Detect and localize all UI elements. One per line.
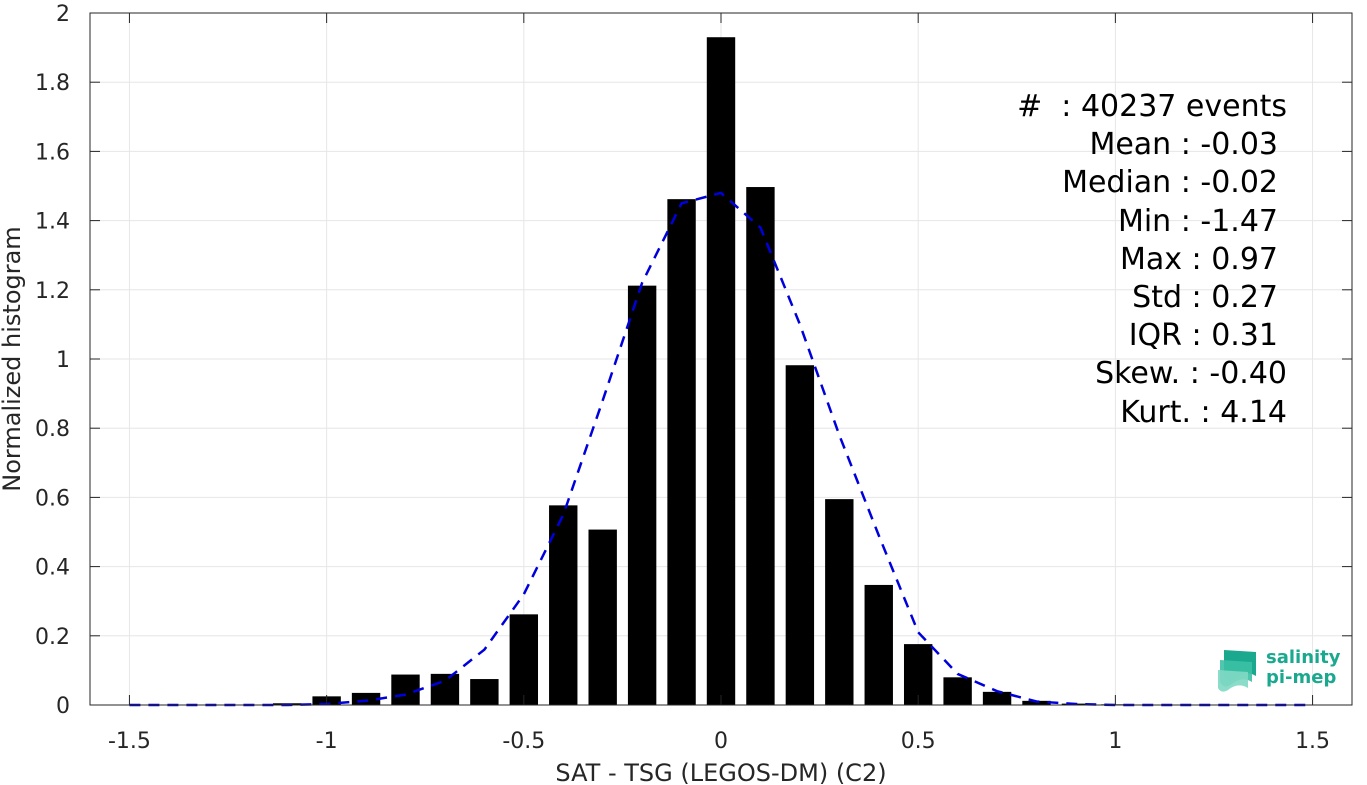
histogram-bar bbox=[549, 505, 578, 705]
stat-min: Min : -1.47 bbox=[1117, 203, 1278, 239]
histogram-bar bbox=[391, 674, 420, 705]
y-tick-labels: 0 0.2 0.4 0.6 0.8 1 1.2 1.4 1.6 1.8 2 bbox=[35, 2, 70, 719]
histogram-bar bbox=[746, 187, 775, 706]
histogram-bar bbox=[785, 365, 815, 705]
stat-std: Std : 0.27 bbox=[1132, 280, 1278, 316]
x-tick-label: 0 bbox=[714, 729, 728, 754]
y-tick-label: 1.8 bbox=[35, 71, 70, 96]
histogram-bar bbox=[864, 584, 893, 705]
x-tick-labels: -1.5 -1 -0.5 0 0.5 1 1.5 bbox=[108, 729, 1330, 754]
y-axis-title: Normalized histogram bbox=[0, 226, 26, 491]
stat-kurt: Kurt. : 4.14 bbox=[1120, 394, 1287, 430]
histogram-bar bbox=[706, 37, 736, 706]
stat-max: Max : 0.97 bbox=[1120, 241, 1278, 277]
x-tick-label: -0.5 bbox=[502, 729, 545, 754]
histogram-bar bbox=[351, 692, 381, 705]
histogram-bar bbox=[1022, 700, 1051, 705]
y-tick-label: 1.2 bbox=[35, 279, 70, 304]
x-tick-label: -1.5 bbox=[108, 729, 151, 754]
y-tick-label: 0 bbox=[56, 694, 70, 719]
histogram-bar bbox=[627, 285, 657, 705]
logo-line-2: pi-mep bbox=[1266, 667, 1337, 688]
histogram-bar bbox=[903, 644, 933, 705]
histogram-bar bbox=[825, 499, 854, 705]
y-tick-label: 0.4 bbox=[35, 556, 70, 581]
y-tick-label: 0.6 bbox=[35, 486, 70, 511]
histogram-bar bbox=[588, 529, 617, 705]
x-tick-label: 0.5 bbox=[901, 729, 936, 754]
y-tick-label: 1.4 bbox=[35, 210, 70, 235]
salinity-pi-mep-logo: salinity pi-mep bbox=[1216, 646, 1346, 696]
y-tick-label: 1 bbox=[56, 348, 70, 373]
histogram-bar bbox=[430, 673, 460, 705]
y-tick-label: 0.2 bbox=[35, 625, 70, 650]
y-tick-label: 1.6 bbox=[35, 140, 70, 165]
histogram-bar bbox=[943, 677, 972, 705]
stat-skew: Skew. : -0.40 bbox=[1095, 356, 1287, 392]
x-axis-title: SAT - TSG (LEGOS-DM) (C2) bbox=[555, 759, 886, 785]
histogram-bars bbox=[272, 37, 1130, 706]
wave-stack-icon bbox=[1218, 650, 1256, 692]
x-tick-label: -1 bbox=[316, 729, 338, 754]
histogram-bar bbox=[509, 614, 539, 705]
x-tick-label: 1.5 bbox=[1295, 729, 1330, 754]
x-tick-label: 1 bbox=[1108, 729, 1122, 754]
axis-ticks bbox=[90, 12, 1352, 706]
logo-line-1: salinity bbox=[1266, 647, 1341, 668]
y-tick-label: 0.8 bbox=[35, 417, 70, 442]
histogram-bar bbox=[470, 679, 499, 705]
y-tick-label: 2 bbox=[56, 2, 70, 27]
stat-median: Median : -0.02 bbox=[1062, 165, 1278, 201]
stat-count: # : 40237 events bbox=[1017, 89, 1287, 124]
histogram-bar bbox=[982, 691, 1012, 705]
statistics-panel: # : 40237 events Mean : -0.03 Median : -… bbox=[1017, 88, 1287, 432]
stat-mean: Mean : -0.03 bbox=[1089, 127, 1278, 163]
histogram-bar bbox=[667, 199, 696, 705]
stat-iqr: IQR : 0.31 bbox=[1128, 318, 1278, 354]
